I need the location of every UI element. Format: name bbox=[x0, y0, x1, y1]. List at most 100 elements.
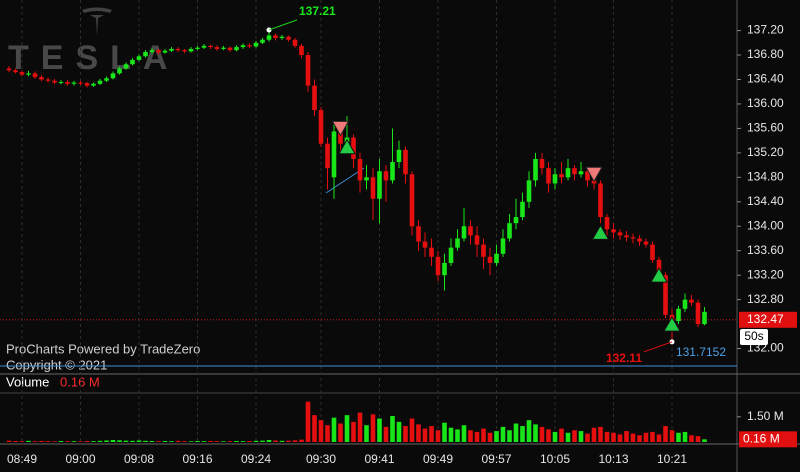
x-tick-label: 09:57 bbox=[481, 452, 511, 466]
volume-bar bbox=[409, 418, 415, 442]
candle-body bbox=[572, 168, 577, 175]
candle-body bbox=[630, 237, 636, 239]
candle-body bbox=[442, 262, 447, 276]
candle-body bbox=[13, 70, 18, 73]
volume-bar bbox=[286, 440, 291, 442]
volume-bar bbox=[123, 440, 129, 442]
candle-body bbox=[637, 238, 642, 242]
volume-bar bbox=[663, 426, 668, 442]
volume-bar bbox=[559, 428, 564, 442]
last-price-label: 132.47 bbox=[747, 312, 784, 326]
x-tick-label: 08:49 bbox=[7, 452, 37, 466]
volume-bar bbox=[396, 421, 402, 442]
candle-body bbox=[520, 201, 525, 218]
volume-bar bbox=[279, 440, 285, 442]
volume-bar bbox=[149, 440, 155, 442]
candle-body bbox=[130, 59, 135, 65]
y-tick-label: 136.00 bbox=[747, 96, 784, 110]
candle-body bbox=[377, 171, 382, 199]
candle-body bbox=[65, 81, 70, 84]
volume-bar bbox=[136, 440, 142, 442]
candle-body bbox=[429, 247, 434, 257]
candle-body bbox=[253, 42, 259, 47]
candle-body bbox=[331, 131, 337, 178]
candle-body bbox=[39, 77, 44, 80]
volume-bar bbox=[208, 440, 213, 442]
volume-bar bbox=[377, 418, 382, 442]
volume-bar bbox=[624, 431, 629, 442]
volume-bar bbox=[650, 431, 655, 442]
candle-body bbox=[526, 180, 532, 202]
candle-body bbox=[676, 308, 681, 322]
candle-body bbox=[422, 241, 428, 248]
candle-body bbox=[227, 47, 233, 51]
candle-body bbox=[585, 171, 590, 181]
volume-bar bbox=[448, 427, 454, 442]
candle-body bbox=[695, 302, 701, 325]
volume-bar bbox=[695, 436, 701, 442]
candle-body bbox=[169, 48, 174, 51]
volume-bar bbox=[565, 432, 571, 442]
volume-bar bbox=[325, 425, 330, 442]
candle-body bbox=[487, 256, 493, 263]
y-tick-label: 137.20 bbox=[747, 23, 784, 37]
volume-bar bbox=[260, 440, 265, 442]
candle-body bbox=[611, 229, 616, 233]
watermark-text: TESLA bbox=[8, 39, 179, 77]
volume-bar bbox=[682, 431, 688, 442]
candle-body bbox=[474, 235, 480, 245]
candle-body bbox=[110, 73, 116, 79]
candle-body bbox=[117, 68, 122, 74]
x-tick-label: 09:24 bbox=[241, 452, 271, 466]
candle-body bbox=[104, 78, 109, 81]
volume-bar bbox=[500, 426, 506, 442]
volume-bar bbox=[422, 428, 428, 442]
volume-bar bbox=[637, 435, 642, 442]
candle-body bbox=[273, 35, 278, 38]
volume-bar bbox=[26, 440, 31, 442]
candle-body bbox=[58, 81, 64, 83]
x-tick-label: 09:30 bbox=[306, 452, 336, 466]
volume-bar bbox=[617, 434, 623, 442]
volume-bar bbox=[676, 432, 681, 442]
candle-body bbox=[266, 35, 272, 40]
volume-bar bbox=[97, 440, 103, 442]
logo-icon bbox=[82, 7, 112, 36]
candle-body bbox=[78, 82, 83, 84]
volume-bar bbox=[416, 424, 421, 442]
candle-body bbox=[559, 174, 564, 178]
candle-body bbox=[494, 253, 499, 263]
volume-bar bbox=[669, 430, 675, 442]
candle-body bbox=[195, 47, 200, 49]
candle-body bbox=[234, 47, 239, 51]
x-tick-label: 10:05 bbox=[540, 452, 570, 466]
candle-body bbox=[136, 56, 142, 60]
low-label: 132.11 bbox=[606, 351, 642, 365]
candle-body bbox=[214, 47, 220, 49]
volume-bar bbox=[247, 440, 252, 442]
volume-bar bbox=[630, 433, 636, 442]
volume-bar bbox=[591, 427, 597, 442]
volume-bar bbox=[71, 441, 77, 442]
candle-body bbox=[84, 83, 90, 86]
candle-body bbox=[448, 247, 454, 263]
candle-body bbox=[338, 131, 343, 144]
y-tick-label: 133.20 bbox=[747, 267, 784, 281]
volume-bar bbox=[578, 431, 584, 442]
candle-body bbox=[221, 47, 226, 49]
volume-bar bbox=[474, 431, 480, 442]
candle-body bbox=[396, 149, 402, 163]
candle-body bbox=[357, 158, 363, 181]
volume-bar bbox=[351, 421, 356, 442]
candle-body bbox=[247, 45, 252, 47]
volume-bar bbox=[91, 441, 96, 442]
candle-body bbox=[188, 48, 194, 52]
volume-bar bbox=[520, 426, 525, 442]
candle-body bbox=[689, 299, 694, 303]
candle-body bbox=[325, 143, 330, 169]
candle-body bbox=[702, 311, 707, 325]
y-tick-label: 134.40 bbox=[747, 194, 784, 208]
volume-bar bbox=[84, 440, 90, 442]
y-tick-label: 133.60 bbox=[747, 243, 784, 257]
buy-marker bbox=[338, 138, 356, 155]
